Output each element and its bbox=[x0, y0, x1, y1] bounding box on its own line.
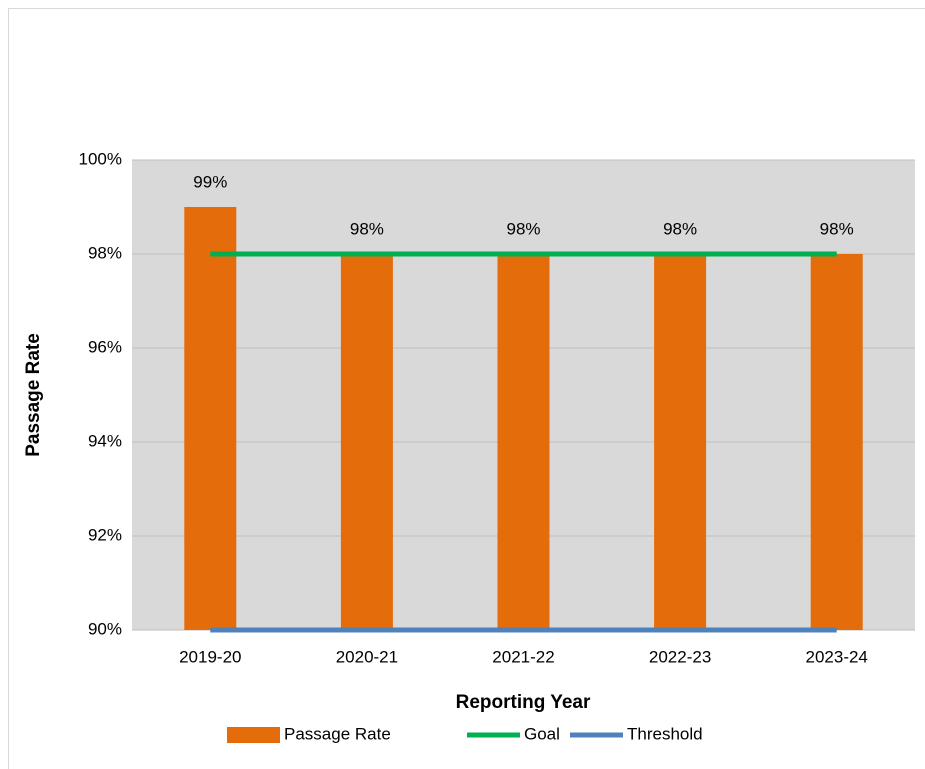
y-tick-label: 96% bbox=[88, 337, 122, 356]
legend-label: Goal bbox=[524, 724, 560, 743]
data-label: 98% bbox=[506, 219, 540, 238]
data-label: 98% bbox=[663, 219, 697, 238]
legend-label: Threshold bbox=[627, 724, 703, 743]
y-tick-label: 90% bbox=[88, 619, 122, 638]
bar bbox=[654, 254, 707, 630]
x-tick-label: 2019-20 bbox=[179, 647, 241, 666]
y-tick-label: 98% bbox=[88, 243, 122, 262]
bar bbox=[497, 254, 550, 630]
x-tick-label: 2023-24 bbox=[806, 647, 868, 666]
data-label: 99% bbox=[193, 172, 227, 191]
y-tick-label: 94% bbox=[88, 431, 122, 450]
x-axis-label: Reporting Year bbox=[456, 692, 591, 713]
y-tick-label: 92% bbox=[88, 525, 122, 544]
bar bbox=[340, 254, 393, 630]
legend-swatch bbox=[227, 727, 280, 743]
bar bbox=[184, 207, 237, 630]
y-axis-label: Passage Rate bbox=[23, 333, 44, 457]
x-tick-label: 2022-23 bbox=[649, 647, 711, 666]
x-tick-label: 2020-21 bbox=[336, 647, 398, 666]
data-label: 98% bbox=[820, 219, 854, 238]
legend-label: Passage Rate bbox=[284, 724, 391, 743]
x-tick-label: 2021-22 bbox=[492, 647, 554, 666]
y-tick-label: 100% bbox=[79, 149, 122, 168]
bar bbox=[810, 254, 863, 630]
data-label: 98% bbox=[350, 219, 384, 238]
